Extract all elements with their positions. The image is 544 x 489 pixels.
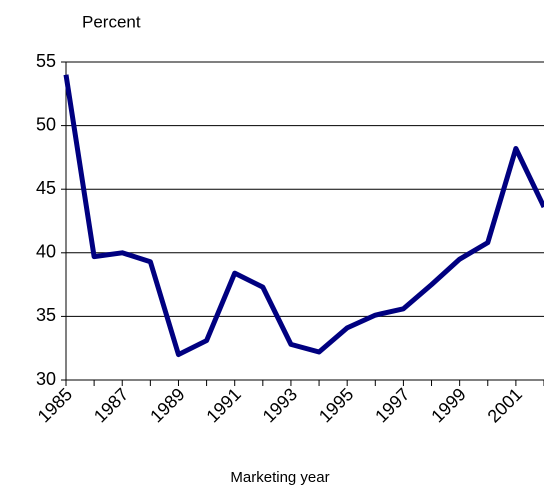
y-tick-label: 30: [36, 369, 56, 389]
y-tick-label: 40: [36, 242, 56, 262]
x-tick-label: 1997: [371, 384, 413, 426]
x-tick-label: 1985: [34, 384, 76, 426]
x-axis-label: Marketing year: [230, 469, 329, 486]
y-axis-label: Percent: [82, 12, 141, 31]
x-tick-label: 1987: [90, 384, 132, 426]
x-tick-label: 1989: [146, 384, 188, 426]
x-tick-label: 1999: [427, 384, 469, 426]
data-line: [63, 74, 544, 358]
x-tick-label: 1991: [202, 384, 244, 426]
y-tick-label: 55: [36, 51, 56, 71]
y-tick-label: 45: [36, 178, 56, 198]
x-tick-label: 2001: [484, 384, 526, 426]
x-tick-label: 1995: [315, 384, 357, 426]
y-tick-label: 50: [36, 114, 56, 134]
x-tick-label: 1993: [259, 384, 301, 426]
y-tick-label: 35: [36, 305, 56, 325]
